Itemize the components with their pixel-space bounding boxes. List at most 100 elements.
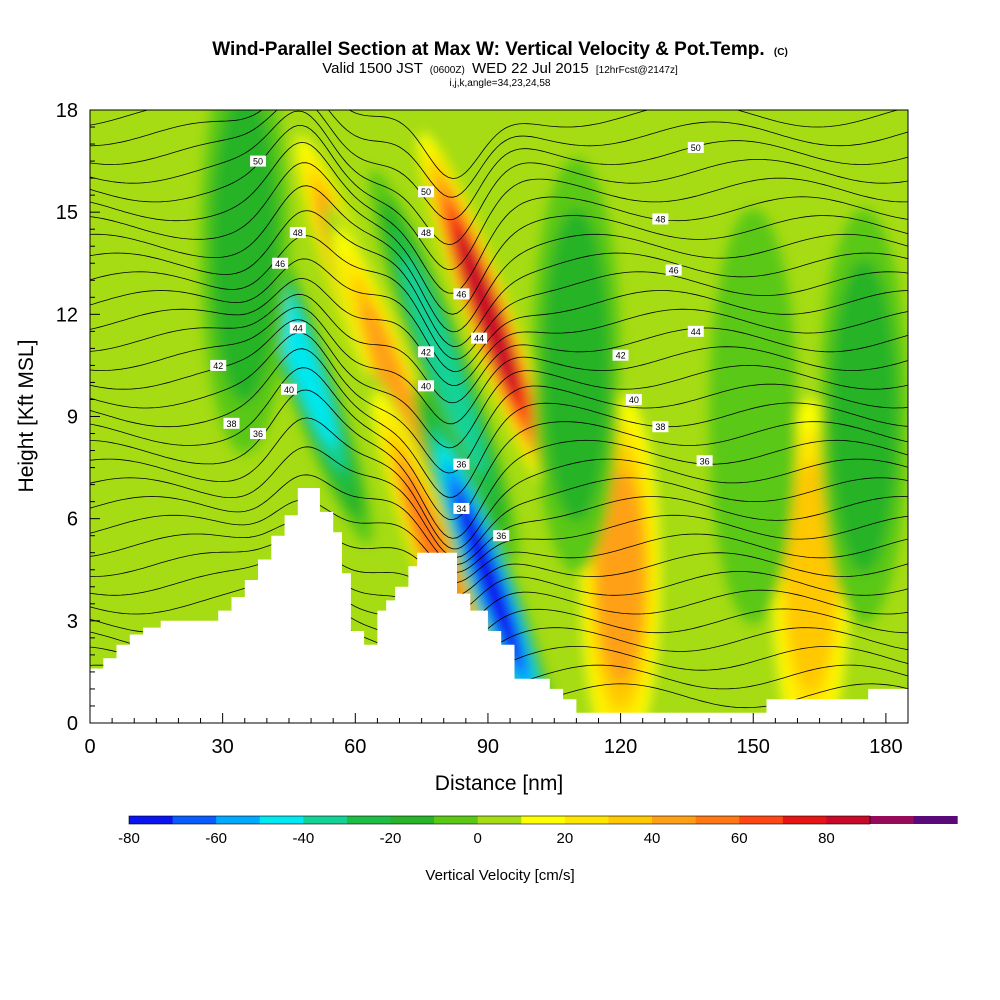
theta-contour-line xyxy=(90,389,908,539)
theta-label-box xyxy=(280,383,297,395)
theta-contour-line xyxy=(90,125,908,271)
x-tick-label: 150 xyxy=(737,736,770,758)
colorbar-tick-label: 40 xyxy=(644,830,661,847)
colorbar-frame xyxy=(128,815,871,825)
x-axis-label: Distance [nm] xyxy=(435,772,563,795)
colorbar-swatch xyxy=(608,816,653,824)
theta-contour-label: 42 xyxy=(421,347,431,357)
theta-label-box xyxy=(289,227,306,239)
x-tick-label: 90 xyxy=(477,736,499,758)
theta-contour-line xyxy=(90,277,908,387)
velocity-core-4-level-5 xyxy=(597,470,645,683)
colorbar-swatch xyxy=(521,816,566,824)
theta-label-box xyxy=(418,186,435,198)
theta-label-box xyxy=(652,421,669,433)
theta-label-box xyxy=(418,346,435,358)
theta-contour-line xyxy=(90,417,908,550)
theta-contour-line xyxy=(90,110,908,221)
y-axis: 0 3 6 9 12 15 18 xyxy=(56,100,100,735)
theta-label-box xyxy=(223,417,240,429)
copyright-mark: (C) xyxy=(774,47,788,58)
theta-contour-label: 48 xyxy=(421,228,431,238)
theta-contour-line xyxy=(90,110,900,179)
theta-label-box xyxy=(289,322,306,334)
theta-contour-label: 42 xyxy=(616,351,626,361)
colorbar-swatch xyxy=(870,816,915,824)
theta-contour-label: 40 xyxy=(629,395,639,405)
theta-label-box xyxy=(250,155,267,167)
theta-label-box xyxy=(687,325,704,337)
velocity-core-9-level-2 xyxy=(210,110,279,403)
theta-contour-label: 48 xyxy=(655,214,665,224)
theta-contour-line xyxy=(90,258,908,373)
theta-label-box xyxy=(652,213,669,225)
theta-contour-label: 44 xyxy=(691,327,701,337)
chart-title: Wind-Parallel Section at Max W: Vertical… xyxy=(212,39,788,60)
theta-label-box xyxy=(453,288,470,300)
colorbar-swatch xyxy=(172,816,217,824)
y-tick-label: 6 xyxy=(67,509,78,531)
theta-contour-line xyxy=(90,293,908,404)
colorbar-tick-label: -20 xyxy=(380,830,402,847)
y-tick-label: 18 xyxy=(56,100,78,122)
theta-label-box xyxy=(493,530,510,542)
colorbar-label: Vertical Velocity [cm/s] xyxy=(425,867,574,884)
theta-contour-label: 36 xyxy=(496,531,506,541)
velocity-core-10-level-2 xyxy=(542,208,611,523)
theta-contour-line xyxy=(90,570,908,636)
theta-label-box xyxy=(250,428,267,440)
colorbar-tick-label: -60 xyxy=(205,830,227,847)
theta-contour-line xyxy=(90,110,908,198)
theta-contour-line xyxy=(90,319,908,449)
colorbar-swatch xyxy=(346,816,392,824)
theta-contour-line xyxy=(90,348,908,498)
colorbar-swatch xyxy=(303,816,348,824)
theta-contour-line xyxy=(90,499,908,573)
y-axis-label: Height [Kft MSL] xyxy=(15,340,38,493)
theta-label-box xyxy=(471,332,488,344)
colorbar-swatch xyxy=(216,816,261,824)
colorbar-swatch xyxy=(695,816,740,824)
theta-contour-line xyxy=(90,162,908,315)
theta-contour-label: 36 xyxy=(456,460,466,470)
y-tick-label: 3 xyxy=(67,611,78,633)
theta-contour-line xyxy=(90,446,908,558)
y-tick-label: 0 xyxy=(67,713,78,735)
y-tick-label: 15 xyxy=(56,202,78,224)
x-tick-label: 0 xyxy=(84,736,95,758)
theta-label-box xyxy=(272,257,289,269)
theta-contour-label: 40 xyxy=(284,385,294,395)
terrain-mask xyxy=(90,488,908,723)
colorbar-tick-label: 80 xyxy=(818,830,835,847)
theta-contour-line xyxy=(90,306,908,425)
colorbar-swatch xyxy=(739,816,784,824)
theta-label-box xyxy=(453,502,470,514)
theta-contour-label: 36 xyxy=(700,456,710,466)
theta-contour-line xyxy=(90,332,908,474)
theta-contour-line xyxy=(90,537,908,598)
colorbar-swatch xyxy=(826,816,871,824)
theta-contour-line xyxy=(90,110,908,245)
theta-contour-label: 46 xyxy=(669,266,679,276)
theta-contour-label: 50 xyxy=(421,187,431,197)
theta-contour-label: 44 xyxy=(474,334,484,344)
velocity-core-8-level-8 xyxy=(455,493,520,660)
colorbar-tick-label: -80 xyxy=(118,830,140,847)
colorbar-tick-label: 60 xyxy=(731,830,748,847)
theta-label-box xyxy=(418,227,435,239)
theta-contour-line xyxy=(90,185,908,333)
theta-label-box xyxy=(696,455,713,467)
colorbar-tick-label: -40 xyxy=(293,830,315,847)
theta-contour-label: 46 xyxy=(275,259,285,269)
colorbar-swatch xyxy=(652,816,697,824)
colorbar-swatch xyxy=(913,816,958,824)
theta-contour-label: 36 xyxy=(253,429,263,439)
theta-label-box xyxy=(418,380,435,392)
theta-label-box xyxy=(687,141,704,153)
chart-subtitle: Valid 1500 JST (0600Z) WED 22 Jul 2015 [… xyxy=(322,60,678,77)
colorbar-swatch xyxy=(477,816,522,824)
theta-contour-label: 50 xyxy=(253,157,263,167)
colorbar-tick-label: 20 xyxy=(557,830,574,847)
colorbar-swatch xyxy=(782,816,827,824)
